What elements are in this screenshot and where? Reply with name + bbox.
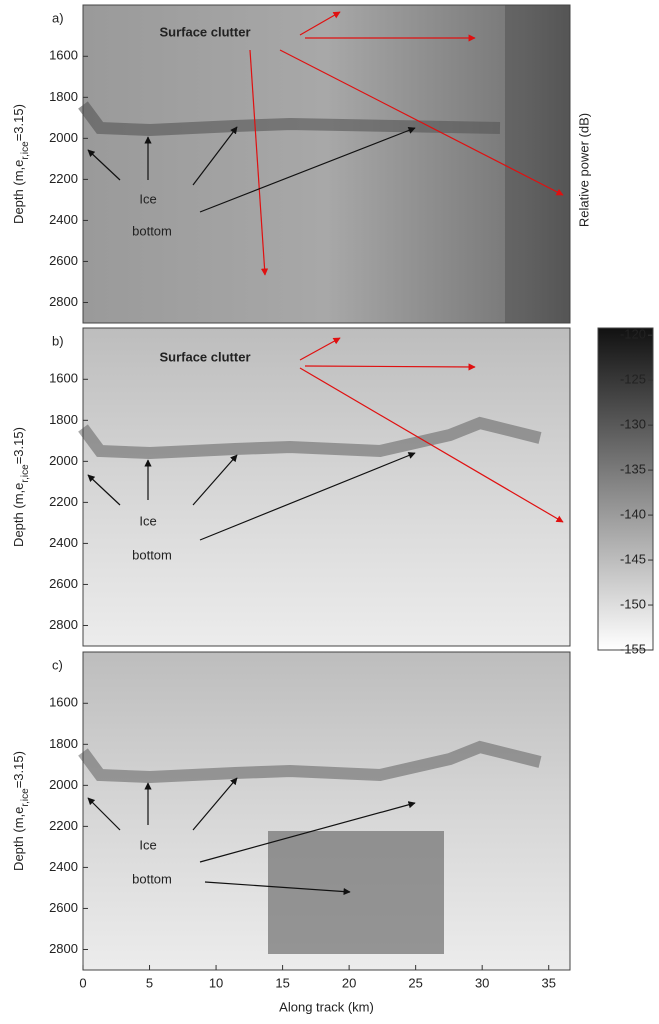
y-tick-label: 1600	[49, 695, 78, 710]
y-tick-label: 2600	[49, 253, 78, 268]
y-tick-label: 1800	[49, 736, 78, 751]
x-tick-label: 10	[209, 975, 223, 990]
colorbar-tick-label: -150	[620, 596, 646, 611]
y-tick-label: 2200	[49, 494, 78, 509]
y-axis-label-main: Depth (m,e	[11, 807, 26, 871]
colorbar-tick-label: -145	[620, 551, 646, 566]
y-axis-label-main: Depth (m,e	[11, 483, 26, 547]
y-axis-label-sub: r,ice	[20, 141, 31, 160]
y-axis-label: Depth (m,er,ice=3.15)	[11, 751, 30, 871]
panel-label: a)	[52, 10, 64, 25]
x-axis-label: Along track (km)	[279, 999, 374, 1014]
y-axis-label: Depth (m,er,ice=3.15)	[11, 104, 30, 224]
y-tick-label: 2600	[49, 576, 78, 591]
annotation: Ice	[139, 513, 156, 528]
colorbar-label: Relative power (dB)	[576, 113, 591, 227]
y-axis-label-tail: =3.15)	[11, 427, 26, 464]
colorbar-tick-label: -120	[620, 327, 646, 342]
y-axis-label-tail: =3.15)	[11, 104, 26, 141]
annotation: Ice	[139, 837, 156, 852]
clutter-arrow	[279, 49, 564, 196]
radargram-image	[83, 328, 570, 646]
x-tick-label: 5	[146, 975, 153, 990]
ice-arrow	[192, 454, 238, 506]
colorbar-tick-label: -135	[620, 462, 646, 477]
colorbar-tick-label: -140	[620, 507, 646, 522]
y-tick-label: 2800	[49, 617, 78, 632]
annotation: bottom	[132, 223, 172, 238]
y-axis-label-sub: r,ice	[20, 788, 31, 807]
x-tick-label: 0	[79, 975, 86, 990]
panel-label: c)	[52, 657, 63, 672]
y-axis-label-main: Depth (m,e	[11, 160, 26, 224]
y-tick-label: 2400	[49, 535, 78, 550]
annotation: Ice	[139, 191, 156, 206]
radargram-image	[83, 5, 570, 323]
plot-frame	[82, 651, 571, 971]
x-tick-label: 30	[475, 975, 489, 990]
annotation: Surface clutter	[159, 349, 250, 364]
y-tick-label: 2200	[49, 818, 78, 833]
inset-box	[268, 831, 444, 954]
colorbar-tick-label: -155	[620, 641, 646, 656]
ice-arrow	[192, 777, 238, 831]
y-tick-label: 2600	[49, 900, 78, 915]
panel-label: b)	[52, 333, 64, 348]
ice-arrow	[199, 127, 416, 213]
clutter-arrow	[299, 367, 564, 523]
ice-arrow	[199, 452, 416, 541]
ice-bottom-echo	[78, 101, 501, 137]
y-tick-label: 2000	[49, 130, 78, 145]
y-tick-label: 2400	[49, 212, 78, 227]
clutter-arrow	[299, 11, 341, 36]
annotation: bottom	[132, 871, 172, 886]
y-tick-label: 1600	[49, 371, 78, 386]
colorbar-tick-label: -125	[620, 372, 646, 387]
y-tick-label: 1800	[49, 89, 78, 104]
y-tick-label: 2400	[49, 859, 78, 874]
y-tick-label: 2000	[49, 777, 78, 792]
ice-arrow	[87, 797, 121, 831]
plot-frame	[82, 4, 571, 324]
annotation: Surface clutter	[159, 24, 250, 39]
y-axis-label-tail: =3.15)	[11, 751, 26, 788]
ice-bottom-echo	[78, 416, 542, 460]
ice-arrow	[87, 149, 121, 181]
x-tick-label: 15	[275, 975, 289, 990]
ice-arrow	[204, 881, 351, 896]
ice-arrow	[192, 126, 238, 186]
clutter-region	[505, 5, 570, 323]
y-axis-label: Depth (m,er,ice=3.15)	[11, 427, 30, 547]
colorbar-tick-label: -130	[620, 417, 646, 432]
y-tick-label: 2800	[49, 294, 78, 309]
x-tick-label: 25	[408, 975, 422, 990]
y-tick-label: 2200	[49, 171, 78, 186]
x-tick-label: 35	[541, 975, 555, 990]
y-tick-label: 1800	[49, 412, 78, 427]
plot-frame	[82, 327, 571, 647]
ice-bottom-echo	[78, 740, 542, 784]
y-axis-label-sub: r,ice	[20, 464, 31, 483]
colorbar	[597, 327, 654, 651]
y-tick-label: 2000	[49, 453, 78, 468]
clutter-arrow	[299, 337, 341, 361]
clutter-arrow	[249, 49, 269, 276]
ice-arrow	[199, 801, 416, 863]
clutter-arrow	[304, 363, 476, 371]
y-tick-label: 1600	[49, 48, 78, 63]
y-tick-label: 2800	[49, 941, 78, 956]
ice-arrow	[87, 474, 121, 506]
annotation: bottom	[132, 547, 172, 562]
x-tick-label: 20	[342, 975, 356, 990]
